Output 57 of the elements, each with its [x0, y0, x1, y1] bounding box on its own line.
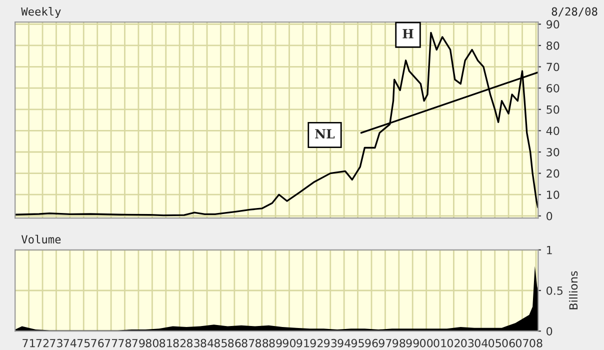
x-tick-label: 84 [200, 338, 214, 348]
y-tick-label: 90 [546, 20, 560, 29]
x-tick-label: 90 [282, 338, 296, 348]
x-tick-label: 79 [132, 338, 145, 348]
x-tick-label: 71 [22, 339, 35, 348]
annotation: H [402, 29, 414, 38]
x-tick-label: 89 [269, 338, 282, 348]
x-tick-label: 07 [516, 338, 528, 348]
y-tick-label: 80 [546, 41, 560, 50]
x-tick-label: 02 [447, 338, 460, 348]
x-tick-label: 82 [173, 338, 186, 348]
y-tick-label: 10 [547, 190, 560, 199]
x-tick-label: 94 [338, 338, 351, 348]
text: 8/28/08 [552, 7, 598, 17]
annotation: NL [315, 129, 335, 138]
y-tick-label: 0.5 [546, 286, 563, 295]
x-tick-label: 92 [310, 338, 323, 348]
x-tick-label: 05 [488, 338, 501, 348]
x-tick-label: 73 [50, 338, 62, 348]
y-axis-title: Billions [569, 271, 578, 310]
x-tick-label: 78 [118, 338, 132, 348]
x-tick-label: 06 [502, 338, 515, 348]
x-tick-label: 76 [91, 338, 104, 348]
y-tick-label: 70 [546, 62, 560, 72]
x-tick-label: 04 [474, 338, 488, 348]
x-tick-label: 96 [365, 338, 378, 348]
y-tick-label: 30 [546, 148, 560, 156]
y-tick-label: 0 [546, 327, 552, 336]
x-tick-label: 00 [420, 338, 433, 348]
x-tick-label: 80 [146, 338, 159, 348]
x-tick-label: 97 [378, 338, 392, 348]
y-tick-label: 40 [546, 126, 560, 136]
y-tick-label: 20 [546, 169, 560, 178]
y-tick-label: 50 [546, 105, 560, 114]
x-tick-label: 91 [296, 338, 309, 348]
x-tick-label: 99 [406, 338, 419, 348]
y-tick-label: 0 [546, 212, 552, 220]
y-tick-label: 60 [546, 84, 560, 92]
x-tick-label: 83 [186, 338, 200, 348]
x-tick-label: 85 [214, 338, 227, 348]
x-tick-label: 98 [392, 338, 406, 348]
x-tick-label: 87 [242, 338, 254, 348]
x-tick-label: 74 [64, 339, 76, 348]
x-tick-label: 72 [36, 338, 48, 348]
x-tick-label: 75 [77, 339, 90, 348]
x-tick-label: 01 [434, 338, 446, 348]
y-tick-label: 1 [547, 246, 552, 254]
x-tick-label: 03 [461, 338, 474, 348]
x-tick-label: 93 [324, 338, 337, 348]
x-tick-label: 81 [160, 338, 172, 348]
x-tick-label: 08 [530, 338, 542, 348]
chart-title: Volume [21, 234, 61, 244]
x-tick-label: 86 [228, 338, 241, 348]
x-tick-label: 77 [104, 339, 118, 348]
x-tick-label: 95 [351, 338, 364, 348]
chart-title: Weekly [21, 7, 61, 18]
x-tick-label: 88 [256, 338, 268, 348]
